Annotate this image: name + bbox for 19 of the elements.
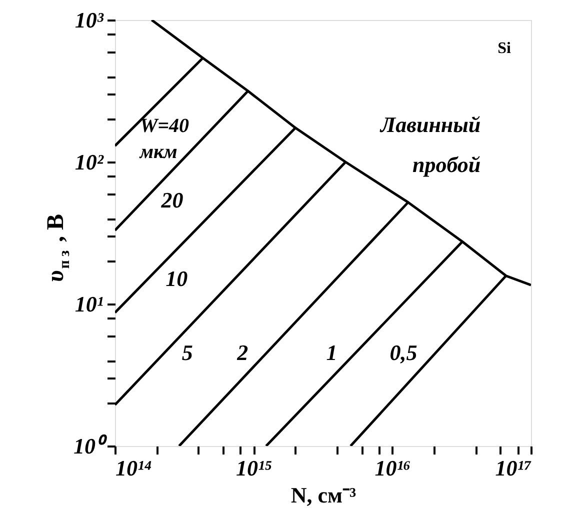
x-tick-label: 10¹⁵ [236, 456, 272, 480]
x-tick-label: 10¹⁶ [374, 456, 411, 480]
annotation: 2 [236, 340, 248, 366]
annotation: 0,5 [390, 340, 418, 366]
annotation: W=40 мкм [138, 115, 190, 164]
y-tick-label: 10² [74, 150, 104, 174]
annotation: 1 [326, 340, 338, 366]
y-tick-label: 10¹ [74, 292, 104, 316]
x-tick-label: 10¹⁷ [495, 456, 532, 480]
x-axis-title: N, см⁻³ [290, 482, 357, 508]
x-tick-label: 10¹⁴ [116, 456, 152, 480]
y-tick-label: 10³ [74, 8, 104, 32]
annotation: 10 [166, 266, 188, 291]
y-tick-label: 10⁰ [74, 434, 108, 458]
annotation: Si [498, 40, 512, 57]
annotation: 5 [182, 340, 193, 366]
y-axis-title: υп з, В [43, 214, 73, 282]
annotation: Лавинный пробой [380, 112, 481, 178]
annotation: 20 [160, 188, 184, 213]
